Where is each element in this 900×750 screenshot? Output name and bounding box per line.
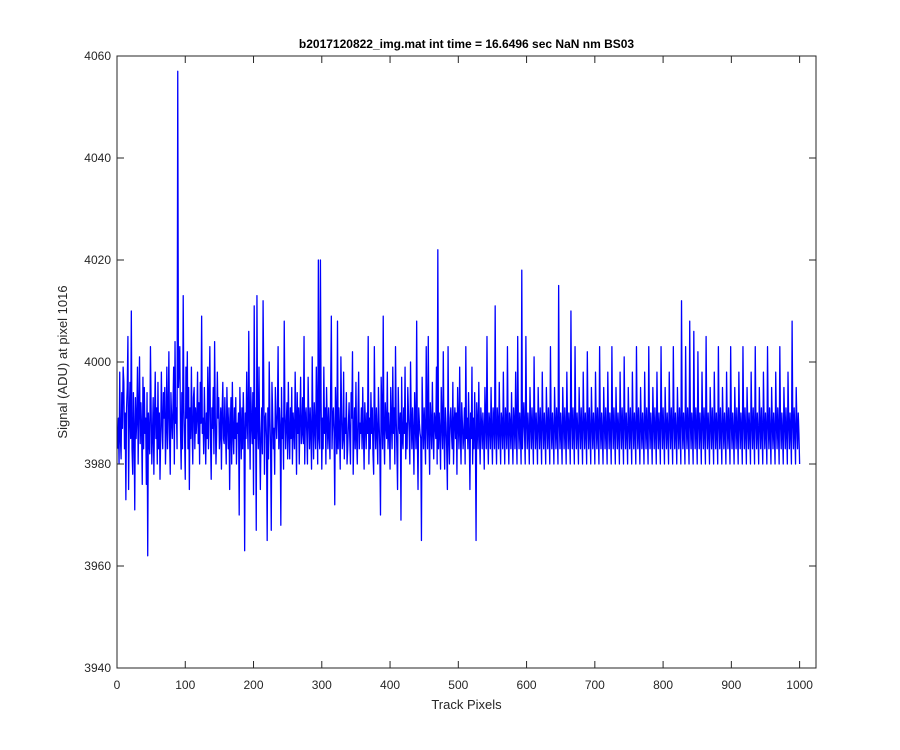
y-tick-label: 4040: [84, 151, 111, 165]
x-tick-label: 200: [244, 678, 264, 692]
x-tick-label: 100: [175, 678, 195, 692]
chart-title: b2017120822_img.mat int time = 16.6496 s…: [299, 37, 635, 51]
y-tick-label: 3940: [84, 661, 111, 675]
series-layer: [117, 70, 801, 557]
y-tick-label: 3960: [84, 559, 111, 573]
series-line: [117, 70, 801, 557]
y-axis-label: Signal (ADU) at pixel 1016: [55, 285, 70, 438]
y-tick-label: 4000: [84, 355, 111, 369]
x-tick-label: 600: [517, 678, 537, 692]
x-axis-label: Track Pixels: [431, 697, 502, 712]
y-axis-ticks: 3940 3960 3980 4000 4020 4040 4060: [84, 49, 816, 675]
x-tick-label: 800: [653, 678, 673, 692]
x-tick-label: 400: [380, 678, 400, 692]
y-tick-label: 4020: [84, 253, 111, 267]
y-tick-label: 4060: [84, 49, 111, 63]
x-tick-label: 500: [448, 678, 468, 692]
x-axis-ticks: 0 100 200 300 400 500 600 700 800 900 1000: [114, 56, 813, 692]
x-tick-label: 1000: [786, 678, 813, 692]
x-tick-label: 700: [585, 678, 605, 692]
x-tick-label: 900: [721, 678, 741, 692]
y-tick-label: 3980: [84, 457, 111, 471]
x-tick-label: 300: [312, 678, 332, 692]
x-tick-label: 0: [114, 678, 121, 692]
